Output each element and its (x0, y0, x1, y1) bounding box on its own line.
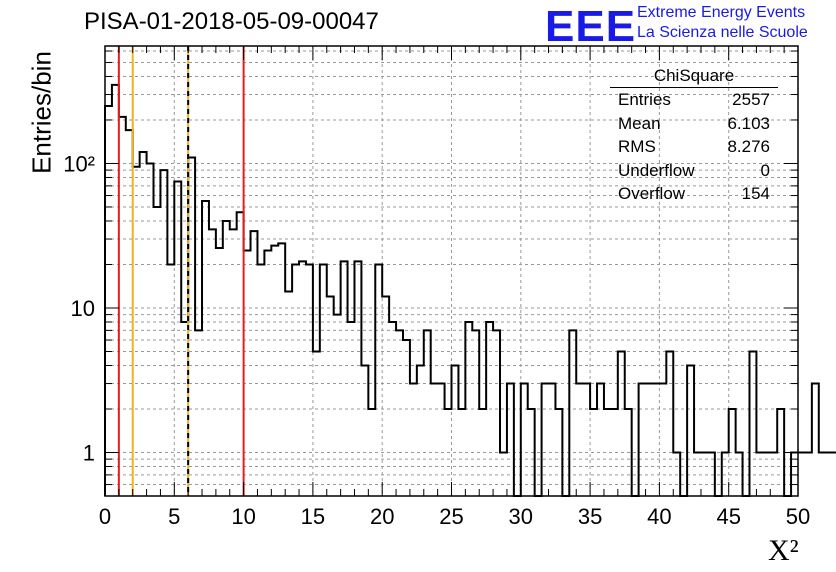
histogram-layer (104, 83, 836, 497)
y-tick-label: 1 (83, 440, 95, 465)
stats-row-mean: Mean 6.103 (610, 114, 778, 138)
stats-row-underflow: Underflow 0 (610, 161, 778, 185)
axes-layer: 0 5 10 15 20 25 30 35 40 45 50 1 10 10² (63, 45, 810, 529)
x-tick-label: 20 (370, 504, 394, 529)
stats-box: ChiSquare Entries 2557 Mean 6.103 RMS 8.… (610, 66, 778, 208)
vertical-lines-layer (117, 46, 245, 496)
x-tick-label: 30 (509, 504, 533, 529)
stats-value: 8.276 (727, 137, 770, 156)
grid-layer (104, 46, 799, 496)
y-tick-label: 10 (71, 296, 95, 321)
logo-subtitle-2: La Scienza nelle Scuole (637, 24, 808, 41)
eee-logo: EEE (545, 2, 637, 51)
x-tick-label: 40 (647, 504, 671, 529)
stats-row-rms: RMS 8.276 (610, 137, 778, 161)
chart-title: PISA-01-2018-05-09-00047 (84, 8, 379, 35)
y-tick-label: 10² (63, 151, 95, 176)
stats-title: ChiSquare (610, 66, 778, 88)
x-tick-label: 50 (786, 504, 810, 529)
stats-label: Overflow (618, 184, 686, 203)
x-tick-label: 45 (716, 504, 740, 529)
logo-subtitle-1: Extreme Energy Events (637, 4, 806, 21)
x-tick-label: 5 (168, 504, 180, 529)
x-tick-label: 15 (301, 504, 325, 529)
stats-value: 2557 (732, 90, 770, 109)
x-tick-label: 10 (231, 504, 255, 529)
x-tick-label: 25 (439, 504, 463, 529)
y-axis-label: Entries/bin (26, 51, 57, 174)
stats-row-overflow: Overflow 154 (610, 184, 778, 208)
x-axis-label: X² (768, 534, 799, 567)
stats-label: Entries (618, 90, 671, 109)
x-tick-label: 0 (99, 504, 111, 529)
stats-label: Underflow (618, 160, 695, 180)
stats-label: Mean (618, 113, 661, 133)
stats-value: 0 (760, 160, 770, 180)
stats-value: 154 (741, 184, 770, 203)
stats-value: 6.103 (727, 113, 770, 133)
stats-row-entries: Entries 2557 (610, 90, 778, 114)
histogram-series (104, 83, 836, 497)
stats-label: RMS (618, 137, 656, 156)
x-tick-label: 35 (578, 504, 602, 529)
